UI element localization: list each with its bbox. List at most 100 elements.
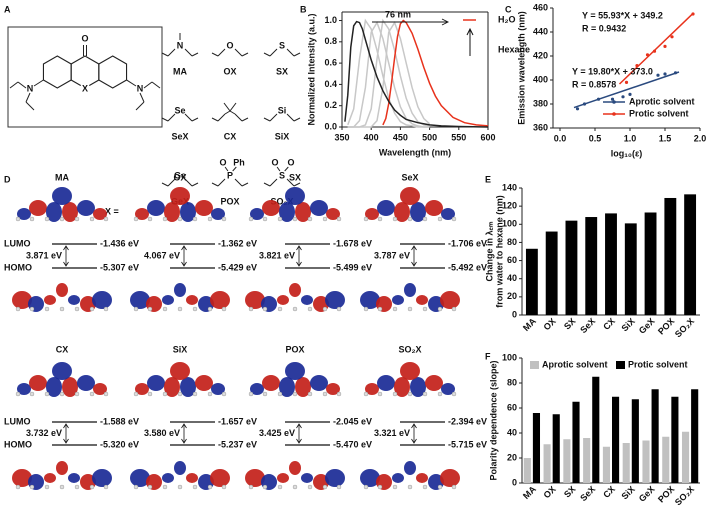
atom-sphere <box>74 484 80 490</box>
bond <box>139 92 145 103</box>
gap-energy: 3.787 eV <box>374 250 410 260</box>
y-tick-label: 20 <box>507 291 517 301</box>
y-tick-label: 460 <box>533 2 548 12</box>
gap-energy: 3.321 eV <box>374 428 410 438</box>
atom-sphere <box>221 306 227 312</box>
atom-sphere <box>44 216 50 222</box>
structure-box <box>7 26 163 128</box>
atom-sphere <box>103 216 109 222</box>
bar <box>523 458 531 483</box>
point <box>621 95 625 99</box>
atom-sphere <box>192 216 198 222</box>
x-tick-label: 350 <box>334 132 349 142</box>
orbital-lobe <box>77 200 95 216</box>
orbital-lobe <box>130 291 150 309</box>
atom-sphere <box>29 391 35 397</box>
orbital-lobe <box>186 473 198 483</box>
orbital-lobe <box>310 200 328 216</box>
atom-sphere <box>292 216 298 222</box>
legend-swatch <box>616 361 625 369</box>
line <box>347 20 431 128</box>
substituent-name: OX <box>223 66 236 76</box>
lumo-energy: -1.362 eV <box>218 238 257 248</box>
bond <box>284 166 289 172</box>
wing <box>263 117 271 122</box>
substituent-name: SO₂X <box>270 196 293 206</box>
wing <box>234 178 243 187</box>
orbital-lobe <box>285 187 305 205</box>
orbital-lobe <box>365 383 379 395</box>
legend-swatch <box>530 361 539 369</box>
orbital-lobe <box>394 377 410 397</box>
y-tick-label: 60 <box>507 255 517 265</box>
wing <box>224 110 231 115</box>
bond <box>232 166 237 172</box>
orbital-lobe <box>44 295 56 305</box>
homo-energy: -5.715 eV <box>448 439 487 449</box>
wing <box>211 117 219 122</box>
bar <box>565 220 578 315</box>
bar <box>543 444 551 483</box>
wing <box>241 182 249 187</box>
orbital-lobe <box>93 383 107 395</box>
orbital-lobe <box>326 383 340 395</box>
wing <box>217 113 226 122</box>
orbital-lobe <box>210 291 230 309</box>
bar <box>525 248 538 315</box>
point <box>673 71 678 75</box>
orbital-lobe <box>245 469 265 487</box>
atom-sphere <box>363 306 369 312</box>
homo-energy: -5.470 eV <box>333 439 372 449</box>
annotation: Y = 55.93*X + 349.2 <box>582 10 663 20</box>
substituent-atom: Si <box>278 105 287 115</box>
bond <box>151 81 161 89</box>
atom-sphere <box>133 484 139 490</box>
x-tick-label: 500 <box>422 132 437 142</box>
homo-label: HOMO <box>4 262 32 272</box>
orbital-lobe <box>211 208 225 220</box>
orbital-lobe <box>92 469 112 487</box>
orbital-lobe <box>195 375 213 391</box>
molecule-name: SX <box>289 172 301 182</box>
x-axis-label: log₁₀(ε) <box>611 148 643 158</box>
arrow-head <box>63 245 69 267</box>
atom-sphere <box>392 391 398 397</box>
methyl <box>229 102 237 112</box>
atom-sphere <box>392 484 398 490</box>
bond <box>25 101 35 111</box>
wing <box>241 117 249 122</box>
line <box>618 12 694 85</box>
atom-sphere <box>74 391 80 397</box>
bond <box>9 81 19 89</box>
wing <box>217 178 226 187</box>
substituent-atom: Ph <box>233 157 245 167</box>
legend-dot <box>612 100 616 104</box>
atom-sphere <box>307 306 313 312</box>
atom-sphere <box>207 391 213 397</box>
x-tick-label: 2.0 <box>694 133 707 143</box>
atom-sphere <box>147 306 153 312</box>
point <box>628 92 632 96</box>
orbital-lobe <box>377 375 395 391</box>
atom-sphere <box>133 391 139 397</box>
lumo-label: LUMO <box>4 416 31 426</box>
y-axis-label: from water to hexane (nm) <box>494 195 504 308</box>
molecule-name: SeX <box>401 172 418 182</box>
lumo-energy: -1.678 eV <box>333 238 372 248</box>
orbital-lobe <box>416 473 428 483</box>
atom-sphere <box>322 216 328 222</box>
lumo-energy: -2.394 eV <box>448 416 487 426</box>
atom-sphere <box>377 306 383 312</box>
orbital-lobe <box>245 291 265 309</box>
substituent-name: SiX <box>275 131 290 141</box>
point <box>663 72 667 76</box>
orbital-lobe <box>174 283 186 297</box>
atom-sphere <box>177 391 183 397</box>
atom-sphere <box>29 216 35 222</box>
arrow-head <box>181 423 187 444</box>
orbital-lobe <box>12 291 32 309</box>
legend-label: Aprotic solvent <box>542 359 608 369</box>
atom-sphere <box>437 306 443 312</box>
atom: N <box>27 83 34 93</box>
molecule-name: SiX <box>173 344 188 354</box>
